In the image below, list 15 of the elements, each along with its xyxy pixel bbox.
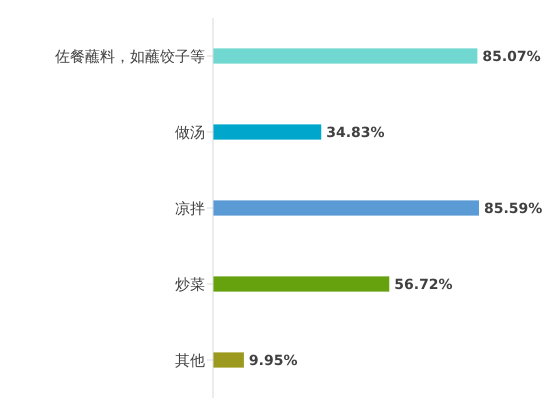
- bar: [213, 124, 322, 140]
- data-label: 34.83%: [326, 124, 385, 141]
- bar: [213, 276, 390, 292]
- bar: [213, 352, 244, 368]
- y-tick-label: 凉拌: [175, 199, 205, 218]
- data-label: 85.07%: [482, 48, 541, 65]
- data-label: 56.72%: [394, 276, 453, 293]
- data-label: 9.95%: [248, 352, 298, 369]
- bar: [213, 200, 479, 216]
- bar: [213, 48, 478, 64]
- y-tick-label: 其他: [175, 351, 205, 370]
- data-label: 85.59%: [484, 200, 542, 217]
- y-tick-label: 佐餐蘸料，如蘸饺子等: [55, 47, 205, 66]
- y-tick-label: 做汤: [175, 123, 205, 142]
- y-tick-label: 炒菜: [175, 275, 205, 294]
